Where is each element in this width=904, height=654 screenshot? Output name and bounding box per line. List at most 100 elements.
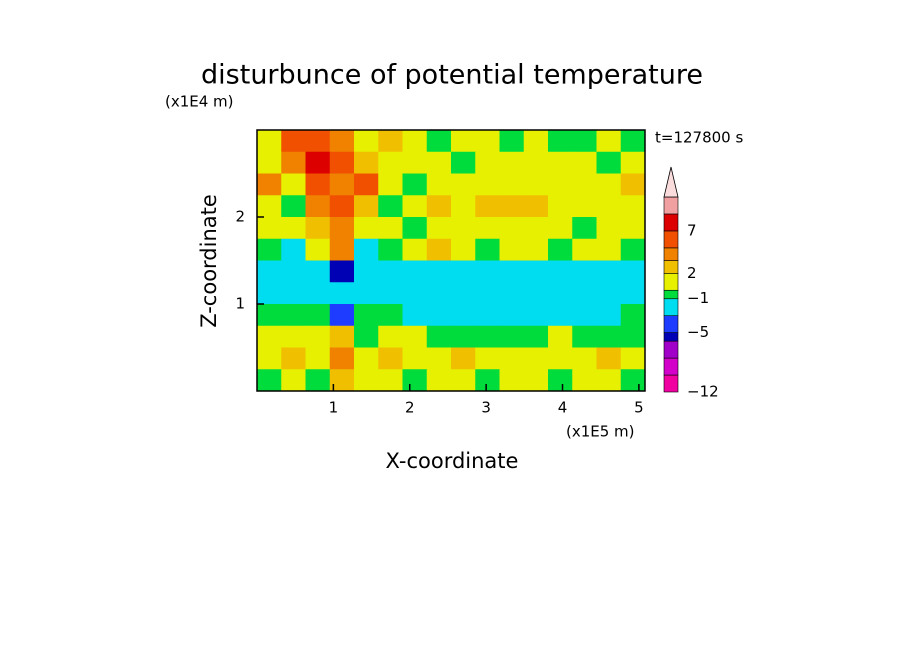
colorbar-label: −5 bbox=[687, 323, 709, 341]
field-cell bbox=[305, 217, 331, 240]
colorbar-segment bbox=[663, 273, 679, 291]
field-cell bbox=[281, 304, 306, 327]
field-cell bbox=[596, 369, 622, 392]
field-cell bbox=[596, 130, 622, 153]
field-cell bbox=[548, 282, 573, 305]
field-cell bbox=[451, 325, 476, 348]
field-cell bbox=[402, 369, 428, 392]
colorbar-extension bbox=[663, 166, 679, 198]
field-cell bbox=[426, 282, 452, 305]
field-cell bbox=[329, 238, 355, 261]
field-cell bbox=[305, 347, 331, 370]
field-cell bbox=[281, 130, 306, 153]
field-cell bbox=[402, 325, 428, 348]
field-cell bbox=[475, 195, 500, 218]
field-cell bbox=[354, 195, 379, 218]
field-cell bbox=[620, 304, 646, 327]
field-cell bbox=[426, 369, 452, 392]
colorbar-segment bbox=[663, 213, 679, 232]
colorbar-segment bbox=[663, 315, 679, 333]
field-cell bbox=[523, 238, 549, 261]
colorbar-label: −1 bbox=[687, 289, 709, 307]
field-cell bbox=[523, 130, 549, 153]
field-cell bbox=[354, 238, 379, 261]
y-unit: (x1E4 m) bbox=[165, 93, 234, 111]
field-cell bbox=[281, 195, 306, 218]
field-cell bbox=[620, 260, 646, 283]
field-cell bbox=[329, 325, 355, 348]
field-cell bbox=[523, 260, 549, 283]
field-cell bbox=[475, 282, 500, 305]
field-cell bbox=[572, 260, 597, 283]
field-cell bbox=[329, 195, 355, 218]
field-cell bbox=[499, 260, 525, 283]
field-cell bbox=[257, 260, 282, 283]
x-axis-label: X-coordinate bbox=[386, 449, 519, 473]
field-cell bbox=[354, 173, 379, 196]
field-cell bbox=[548, 304, 573, 327]
field-cell bbox=[402, 130, 428, 153]
field-cell bbox=[451, 260, 476, 283]
field-cell bbox=[596, 347, 622, 370]
field-cell bbox=[329, 173, 355, 196]
field-cell bbox=[257, 238, 282, 261]
colorbar-segment bbox=[663, 340, 679, 359]
field-cell bbox=[281, 217, 306, 240]
field-cell bbox=[523, 347, 549, 370]
field-cell bbox=[572, 217, 597, 240]
field-cell bbox=[523, 304, 549, 327]
field-cell bbox=[596, 304, 622, 327]
field-cell bbox=[548, 151, 573, 174]
field-cell bbox=[378, 325, 403, 348]
field-cell bbox=[305, 173, 331, 196]
field-cell bbox=[596, 151, 622, 174]
field-cell bbox=[451, 217, 476, 240]
colorbar-segment bbox=[663, 357, 679, 376]
field-cell bbox=[620, 282, 646, 305]
field-cell bbox=[620, 217, 646, 240]
field-cell bbox=[378, 369, 403, 392]
field-cell bbox=[257, 130, 282, 153]
field-cell bbox=[281, 151, 306, 174]
field-cell bbox=[378, 130, 403, 153]
colorbar-label: 2 bbox=[687, 264, 697, 282]
field-cell bbox=[426, 260, 452, 283]
field-cell bbox=[305, 151, 331, 174]
field-cell bbox=[329, 217, 355, 240]
x-tick-label: 4 bbox=[558, 399, 568, 417]
colorbar-segment bbox=[663, 289, 679, 300]
field-cell bbox=[572, 195, 597, 218]
field-cell bbox=[257, 173, 282, 196]
field-cell bbox=[426, 238, 452, 261]
field-cell bbox=[426, 173, 452, 196]
field-cell bbox=[548, 347, 573, 370]
field-cell bbox=[596, 282, 622, 305]
field-cell bbox=[378, 260, 403, 283]
field-cell bbox=[354, 347, 379, 370]
field-cell bbox=[499, 347, 525, 370]
field-cell bbox=[305, 282, 331, 305]
field-cell bbox=[548, 369, 573, 392]
field-cell bbox=[378, 238, 403, 261]
colorbar-label: −12 bbox=[687, 383, 719, 401]
chart-title: disturbunce of potential temperature bbox=[201, 60, 703, 91]
plot-frame bbox=[256, 129, 646, 392]
field-cell bbox=[596, 325, 622, 348]
field-cell bbox=[548, 238, 573, 261]
field-cell bbox=[402, 151, 428, 174]
field-cell bbox=[329, 304, 355, 327]
field-cell bbox=[451, 173, 476, 196]
field-cell bbox=[402, 304, 428, 327]
field-cell bbox=[329, 369, 355, 392]
field-cell bbox=[378, 347, 403, 370]
field-cell bbox=[596, 173, 622, 196]
x-tick-label: 3 bbox=[481, 399, 491, 417]
field-cell bbox=[257, 217, 282, 240]
field-cell bbox=[281, 260, 306, 283]
field-cell bbox=[596, 195, 622, 218]
field-cell bbox=[475, 369, 500, 392]
field-cell bbox=[499, 217, 525, 240]
field-cell bbox=[499, 369, 525, 392]
field-cell bbox=[499, 151, 525, 174]
